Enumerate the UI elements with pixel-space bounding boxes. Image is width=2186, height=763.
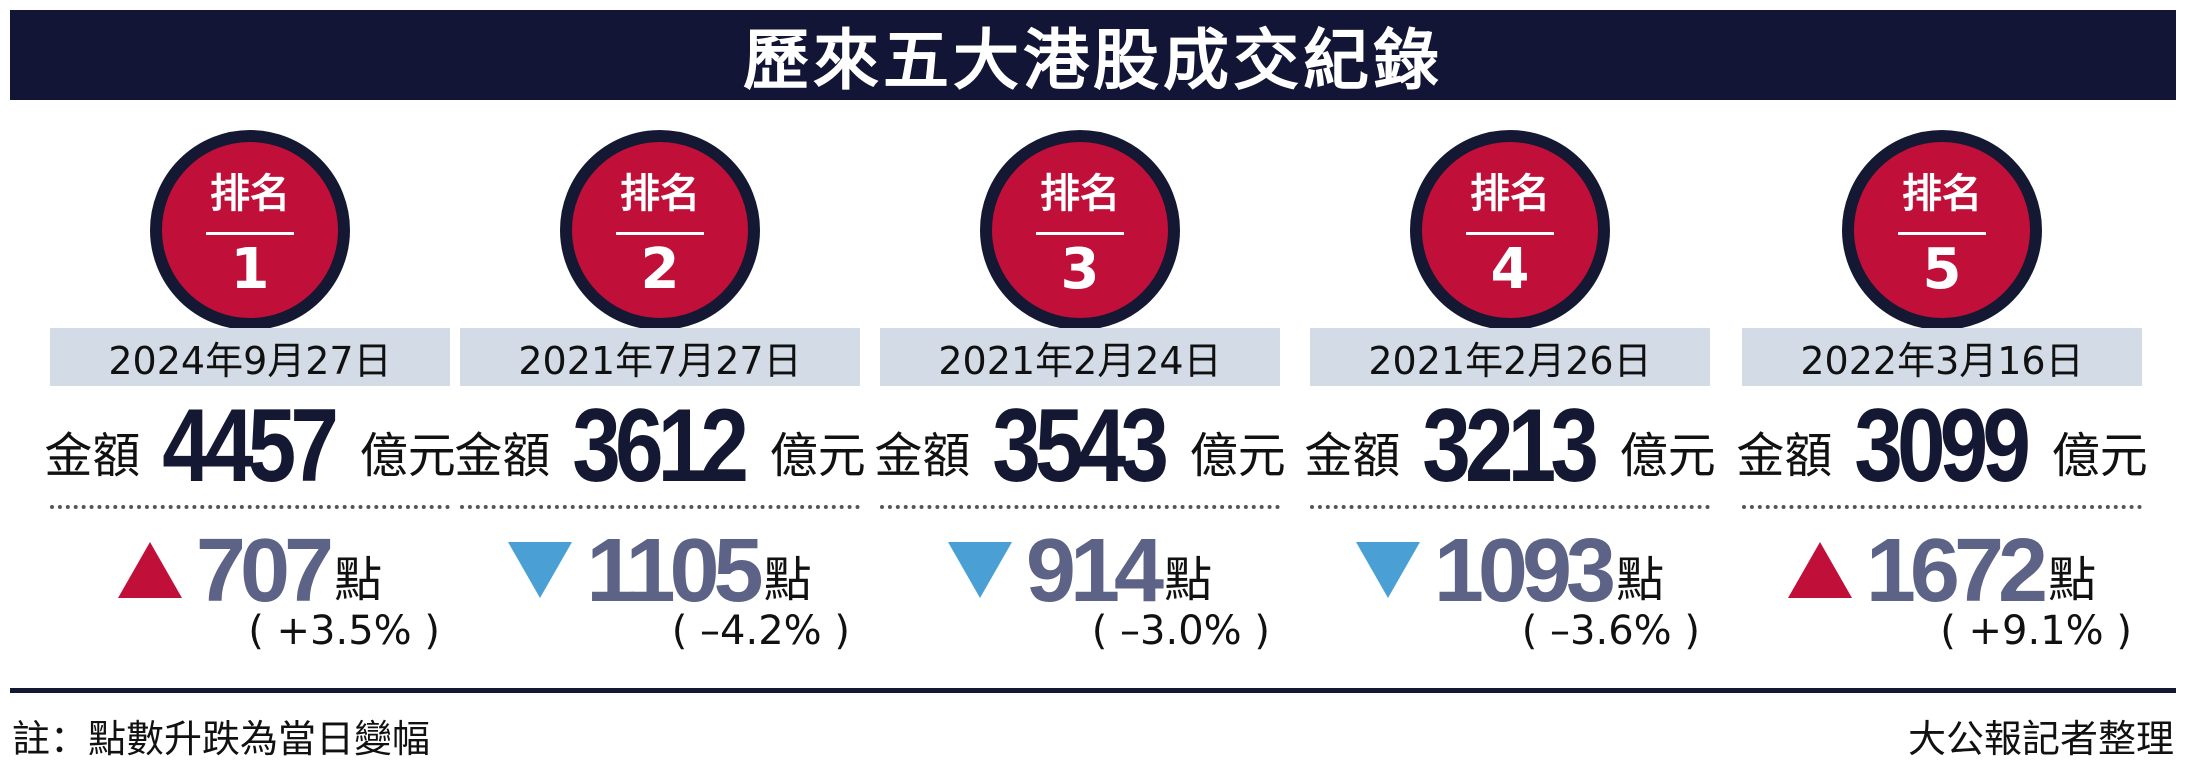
amount-row: 金額 3543 億元 bbox=[874, 388, 1285, 504]
bottom-divider bbox=[10, 688, 2176, 693]
rank-badge: 排名 5 bbox=[1742, 120, 2142, 330]
rank-divider bbox=[1036, 232, 1124, 235]
record-card-3: 排名 3 2021年2月24日 金額 3543 億元 914 點 ( –3.0%… bbox=[874, 120, 1286, 665]
amount-unit: 億元 bbox=[2051, 428, 2148, 484]
rank-label: 排名 bbox=[620, 171, 700, 217]
amount-label: 金額 bbox=[1736, 428, 1833, 484]
rank-badge: 排名 2 bbox=[460, 120, 860, 330]
record-date: 2021年2月24日 bbox=[880, 328, 1280, 386]
change-percent: ( –3.6% ) bbox=[1521, 608, 1700, 654]
amount-value: 3612 bbox=[572, 388, 750, 504]
record-card-4: 排名 4 2021年2月26日 金額 3213 億元 1093 點 ( –3.6… bbox=[1304, 120, 1716, 665]
amount-label: 金額 bbox=[44, 428, 141, 484]
amount-row: 金額 4457 億元 bbox=[44, 388, 455, 504]
down-triangle-icon bbox=[947, 542, 1012, 598]
change-unit: 點 bbox=[334, 552, 383, 608]
footnote: 註：點數升跌為當日變幅 bbox=[12, 717, 431, 761]
change-row: 1672 點 bbox=[1742, 518, 2142, 618]
amount-row: 金額 3213 億元 bbox=[1304, 388, 1715, 504]
amount-label: 金額 bbox=[454, 428, 551, 484]
rank-label: 排名 bbox=[210, 171, 290, 217]
dotted-divider bbox=[880, 505, 1280, 509]
amount-label: 金額 bbox=[874, 428, 971, 484]
down-triangle-icon bbox=[508, 542, 573, 598]
dotted-divider bbox=[50, 505, 450, 509]
record-date: 2024年9月27日 bbox=[50, 328, 450, 386]
rank-divider bbox=[616, 232, 704, 235]
dotted-divider bbox=[460, 505, 860, 509]
rank-number: 4 bbox=[1490, 237, 1530, 302]
change-value: 1672 bbox=[1865, 521, 2048, 621]
amount-unit: 億元 bbox=[769, 428, 866, 484]
amount-value: 3543 bbox=[992, 388, 1170, 504]
change-value: 1105 bbox=[586, 521, 763, 621]
change-row: 1105 點 bbox=[460, 518, 860, 618]
record-card-5: 排名 5 2022年3月16日 金額 3099 億元 1672 點 ( +9.1… bbox=[1736, 120, 2148, 665]
change-value: 707 bbox=[195, 521, 334, 621]
amount-row: 金額 3612 億元 bbox=[454, 388, 865, 504]
down-triangle-icon bbox=[1355, 542, 1420, 598]
change-unit: 點 bbox=[1616, 552, 1665, 608]
record-card-2: 排名 2 2021年7月27日 金額 3612 億元 1105 點 ( –4.2… bbox=[454, 120, 866, 665]
up-triangle-icon bbox=[1787, 542, 1852, 598]
amount-unit: 億元 bbox=[1619, 428, 1716, 484]
change-row: 707 點 bbox=[50, 518, 450, 618]
change-row: 1093 點 bbox=[1310, 518, 1710, 618]
credit-line: 大公報記者整理 bbox=[1907, 717, 2174, 761]
record-date: 2021年7月27日 bbox=[460, 328, 860, 386]
change-percent: ( +3.5% ) bbox=[248, 608, 440, 654]
rank-label: 排名 bbox=[1470, 171, 1550, 217]
change-value: 914 bbox=[1025, 521, 1164, 621]
rank-number: 3 bbox=[1060, 237, 1100, 302]
rank-number: 1 bbox=[230, 237, 270, 302]
change-value: 1093 bbox=[1433, 521, 1616, 621]
change-percent: ( –3.0% ) bbox=[1091, 608, 1270, 654]
amount-value: 3213 bbox=[1422, 388, 1600, 504]
amount-value: 3099 bbox=[1854, 388, 2032, 504]
change-row: 914 點 bbox=[880, 518, 1280, 618]
page-title: 歷來五大港股成交紀錄 bbox=[10, 10, 2176, 100]
rank-divider bbox=[1898, 232, 1986, 235]
change-unit: 點 bbox=[2048, 552, 2097, 608]
dotted-divider bbox=[1310, 505, 1710, 509]
rank-badge: 排名 1 bbox=[50, 120, 450, 330]
rank-number: 5 bbox=[1922, 237, 1962, 302]
record-card-1: 排名 1 2024年9月27日 金額 4457 億元 707 點 ( +3.5%… bbox=[44, 120, 456, 665]
record-date: 2022年3月16日 bbox=[1742, 328, 2142, 386]
rank-label: 排名 bbox=[1902, 171, 1982, 217]
change-percent: ( –4.2% ) bbox=[671, 608, 850, 654]
amount-label: 金額 bbox=[1304, 428, 1401, 484]
change-unit: 點 bbox=[763, 552, 812, 608]
record-date: 2021年2月26日 bbox=[1310, 328, 1710, 386]
rank-badge: 排名 3 bbox=[880, 120, 1280, 330]
rank-divider bbox=[206, 232, 294, 235]
up-triangle-icon bbox=[117, 542, 182, 598]
change-unit: 點 bbox=[1164, 552, 1213, 608]
amount-value: 4457 bbox=[162, 388, 340, 504]
rank-number: 2 bbox=[640, 237, 680, 302]
amount-unit: 億元 bbox=[359, 428, 456, 484]
rank-badge: 排名 4 bbox=[1310, 120, 1710, 330]
rank-divider bbox=[1466, 232, 1554, 235]
amount-unit: 億元 bbox=[1189, 428, 1286, 484]
rank-label: 排名 bbox=[1040, 171, 1120, 217]
amount-row: 金額 3099 億元 bbox=[1736, 388, 2147, 504]
change-percent: ( +9.1% ) bbox=[1940, 608, 2132, 654]
dotted-divider bbox=[1742, 505, 2142, 509]
